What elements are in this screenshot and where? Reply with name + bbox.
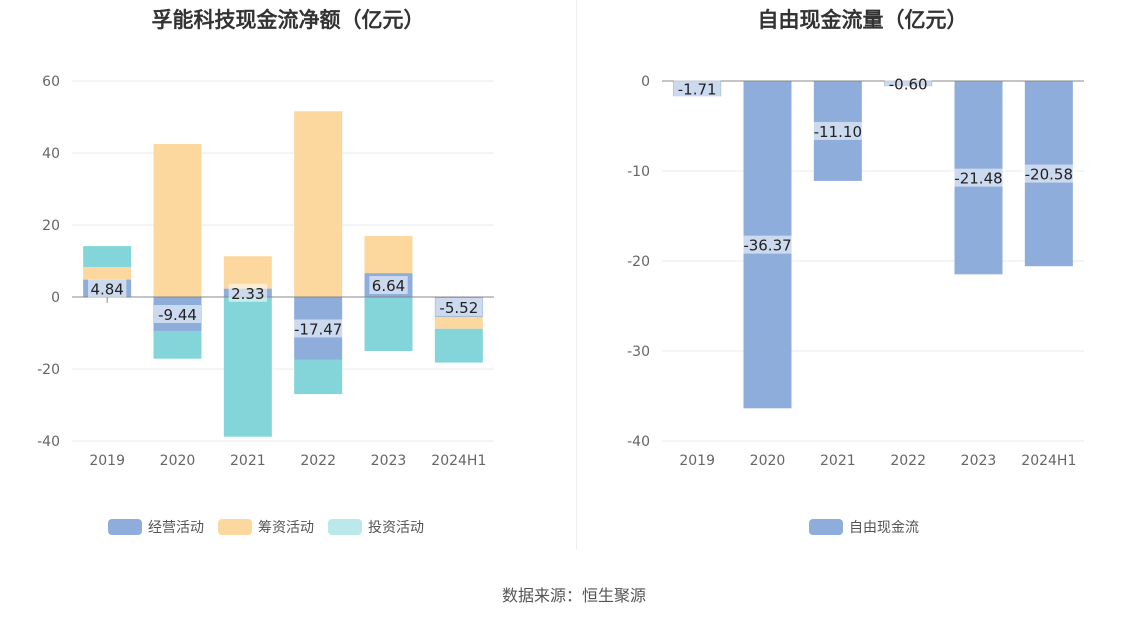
legend-label: 投资活动 — [368, 520, 424, 536]
legend-swatch — [218, 519, 252, 535]
bar-投资活动 — [294, 359, 343, 395]
y-tick-label: -20 — [37, 362, 60, 378]
cashflow-legend: 经营活动 筹资活动 投资活动 — [108, 517, 424, 537]
bar-筹资活动 — [434, 316, 483, 329]
chart-title: 自由现金流量（亿元） — [757, 8, 968, 32]
y-tick-label: 0 — [51, 290, 60, 306]
data-label: -0.60 — [889, 76, 928, 94]
x-tick-label: 2019 — [679, 453, 715, 469]
data-label: -11.10 — [814, 123, 862, 141]
bar-筹资活动 — [223, 256, 272, 289]
cashflow-chart: 60 40 20 0 -20 -40 2019 2020 2021 2022 2023 2024H1 4… — [37, 74, 494, 469]
data-label-bg — [369, 276, 408, 295]
x-tick-label: 2024H1 — [1021, 453, 1076, 469]
data-label: 6.64 — [372, 277, 405, 295]
bar-投资活动 — [223, 297, 272, 437]
data-label: -17.47 — [294, 320, 342, 338]
data-label: 2.33 — [231, 285, 264, 303]
bar-投资活动 — [83, 246, 132, 267]
fcf-legend: 自由现金流 — [809, 517, 919, 537]
data-label-bg — [739, 235, 796, 254]
x-tick-label: 2021 — [230, 453, 266, 469]
x-tick-label: 2023 — [371, 453, 407, 469]
x-tick-label: 2022 — [890, 453, 926, 469]
bar-投资活动 — [364, 297, 413, 351]
data-label: 4.84 — [90, 280, 123, 298]
legend-swatch — [108, 519, 142, 535]
x-tick-label: 2019 — [89, 453, 125, 469]
y-tick-label: -40 — [37, 434, 60, 450]
data-label: -1.71 — [678, 81, 717, 99]
y-tick-label: -20 — [627, 254, 650, 270]
y-tick-label: -30 — [627, 344, 650, 360]
y-tick-label: -10 — [627, 164, 650, 180]
data-label: -20.58 — [1025, 166, 1073, 184]
legend-item-financing[interactable]: 筹资活动 — [218, 517, 314, 537]
data-label-bg — [1021, 164, 1077, 183]
bar-筹资活动 — [364, 236, 413, 274]
x-tick-label: 2020 — [750, 453, 786, 469]
x-tick-label: 2023 — [961, 453, 997, 469]
data-label: -5.52 — [439, 299, 478, 317]
data-label-bg — [290, 319, 346, 338]
legend-label: 自由现金流 — [849, 520, 919, 536]
data-label-bg — [673, 79, 721, 98]
data-label: -9.44 — [158, 306, 197, 324]
panel-divider — [576, 0, 577, 550]
legend-item-operating[interactable]: 经营活动 — [108, 517, 204, 537]
x-tick-label: 2022 — [300, 453, 336, 469]
fcf-chart-panel: 自由现金流量（亿元） 0 -10 -20 -30 -40 2019 2020 2021 2022… — [577, 0, 1148, 560]
data-source: 数据来源：恒生聚源 — [501, 586, 646, 605]
bar-筹资活动 — [83, 266, 132, 280]
chart-title: 孚能科技现金流净额（亿元） — [151, 8, 425, 32]
bar-筹资活动 — [153, 144, 202, 297]
data-label-bg — [950, 168, 1007, 187]
y-tick-label: 20 — [42, 218, 60, 234]
data-label-bg — [884, 74, 932, 93]
data-label-bg — [228, 283, 268, 302]
data-label-bg — [435, 297, 483, 316]
y-tick-label: 60 — [42, 74, 60, 90]
x-tick-label: 2020 — [160, 453, 196, 469]
legend-label: 经营活动 — [148, 520, 204, 536]
data-label: -21.48 — [954, 170, 1002, 188]
data-label: -36.37 — [743, 237, 791, 255]
fcf-chart: 0 -10 -20 -30 -40 2019 2020 2021 2022 2023 2024H1 -… — [627, 74, 1084, 469]
data-label-bg — [154, 304, 201, 323]
legend-item-fcf[interactable]: 自由现金流 — [809, 517, 919, 537]
x-tick-label: 2024H1 — [431, 453, 486, 469]
legend-label: 筹资活动 — [258, 520, 314, 536]
y-tick-label: 40 — [42, 146, 60, 162]
bar-投资活动 — [434, 328, 483, 363]
legend-swatch — [809, 519, 843, 535]
legend-item-investing[interactable]: 投资活动 — [328, 517, 424, 537]
bar-投资活动 — [153, 330, 202, 359]
legend-swatch — [328, 519, 362, 535]
cashflow-chart-panel: 孚能科技现金流净额（亿元） 60 40 20 0 -20 -40 2019 2020 2021 2… — [0, 0, 576, 560]
data-label-bg — [87, 279, 127, 298]
bar-筹资活动 — [294, 111, 343, 298]
y-tick-label: -40 — [627, 434, 650, 450]
x-tick-label: 2021 — [820, 453, 856, 469]
y-tick-label: 0 — [641, 74, 650, 90]
data-label-bg — [810, 121, 866, 140]
